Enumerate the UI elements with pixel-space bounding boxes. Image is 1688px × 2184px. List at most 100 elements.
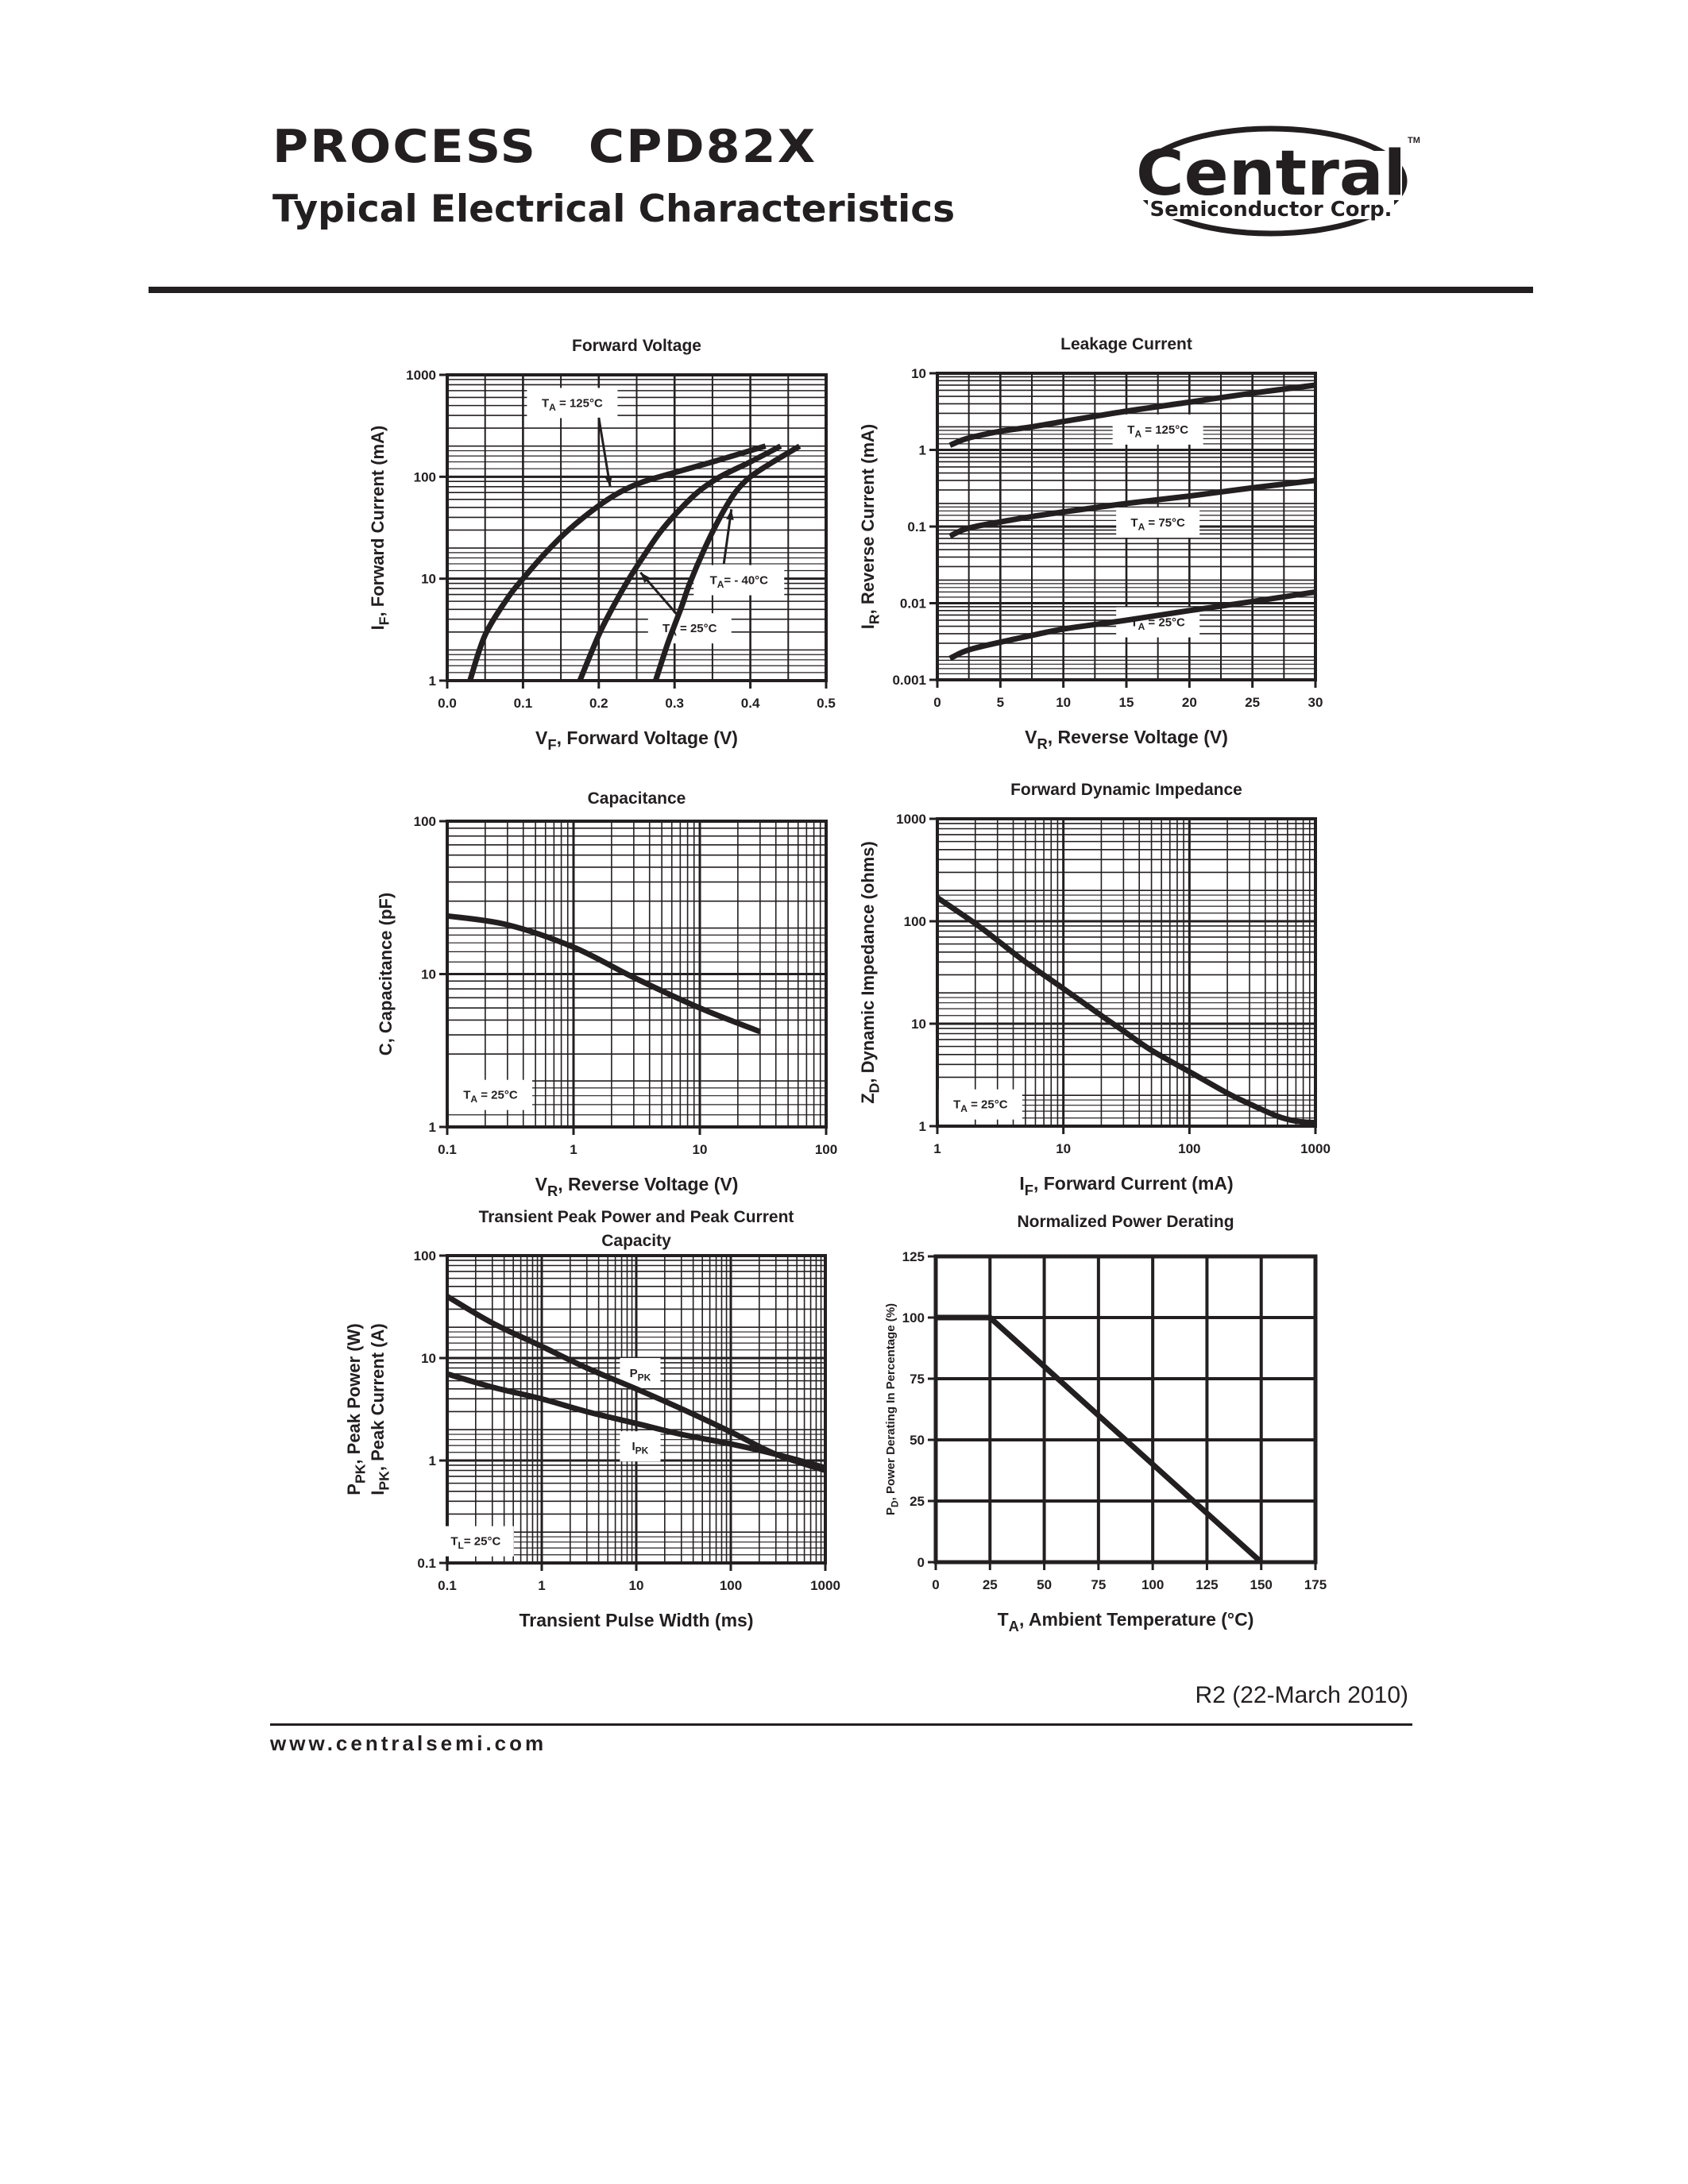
chart-leakage-current: 0 5 10 15 20 25 30 0.001 0.01 0.1 1 10 Leakage Curre…	[858, 335, 1323, 752]
x-tick-label: 0.1	[438, 1578, 457, 1593]
y-tick-label: 1	[919, 443, 926, 458]
x-tick-label: 100	[720, 1578, 742, 1593]
y-tick-label: 1	[919, 1119, 926, 1134]
logo-tm: TM	[1408, 136, 1420, 145]
annotation-label: TL= 25°C	[450, 1535, 500, 1552]
annotation-arrow	[597, 417, 612, 488]
annotation-label: TA = 125°C	[1127, 423, 1188, 440]
process-label: PROCESS	[272, 121, 538, 173]
annotation-bg	[647, 613, 732, 644]
annotation-label: IPK	[632, 1440, 649, 1457]
process-code: CPD82X	[588, 121, 817, 173]
x-tick-label: 25	[983, 1577, 998, 1592]
grid	[936, 819, 1315, 1128]
chart-title: Leakage Current	[1060, 335, 1192, 353]
page-title: PROCESS CPD82X	[272, 121, 817, 173]
chart-title: Forward Voltage	[572, 337, 701, 355]
x-tick-label: 30	[1308, 695, 1323, 710]
plot-frame	[933, 1254, 1318, 1565]
x-tick-label: 0.1	[514, 696, 533, 711]
plot-frame	[446, 373, 828, 682]
x-tick-label: 125	[1196, 1577, 1218, 1592]
chart-transient-peak: 0.1 1 10 100 1000 0.1 1 10 100 Transient Peak Pow…	[344, 1208, 840, 1630]
x-tick-label: 0.1	[438, 1142, 457, 1157]
series-ta-125-c	[467, 443, 767, 682]
y-tick-label: 125	[902, 1249, 925, 1264]
annotation-bg	[448, 1079, 532, 1110]
x-tick-label: 25	[1245, 695, 1260, 710]
series-pd	[936, 1314, 1264, 1565]
y-axis-label: PD, Power Derating In Percentage (%)	[884, 1303, 901, 1515]
y-axis-label: C, Capacitance (pF)	[376, 893, 396, 1055]
annotation-label: TA = 25°C	[1130, 616, 1185, 633]
x-axis-label: TA, Ambient Temperature (°C)	[998, 1609, 1254, 1634]
grid	[446, 1256, 825, 1565]
y-tick-label: 0.01	[900, 596, 926, 612]
annotation-label: TA = 25°C	[953, 1098, 1008, 1115]
website-link[interactable]: www.centralsemi.com	[270, 1731, 547, 1755]
annotation-label: TA= - 40°C	[710, 574, 769, 591]
logo-main-text: Central	[1136, 138, 1406, 210]
y-tick-label: 100	[902, 1310, 925, 1325]
central-logo: Central TM Semiconductor Corp.	[1132, 125, 1420, 237]
y-tick-label: 1000	[896, 812, 926, 827]
chart-title: Normalized Power Derating	[1017, 1213, 1234, 1231]
revision-label: R2 (22-March 2010)	[1195, 1682, 1408, 1708]
x-tick-label: 10	[1056, 1141, 1071, 1156]
annotation-bg	[620, 1431, 661, 1462]
annotation-bg	[938, 1089, 1022, 1120]
logo-sub-text: Semiconductor Corp.	[1150, 198, 1393, 222]
y-axis-label: PPK, Peak Power (W)	[344, 1323, 369, 1495]
y-tick-label: 0.1	[907, 519, 926, 534]
y-tick-label: 75	[910, 1372, 925, 1387]
x-tick-label: 150	[1250, 1577, 1273, 1592]
series-ta-25-c	[936, 895, 1316, 1126]
annotation-bg	[693, 565, 785, 596]
y-axis-label: ZD, Dynamic Impedance (ohms)	[858, 841, 883, 1104]
y-tick-label: 1	[429, 1453, 436, 1468]
arrowhead-icon	[605, 476, 612, 487]
y-tick-label: 10	[421, 967, 436, 982]
y-tick-label: 0.001	[892, 673, 926, 688]
x-axis-label: VR, Reverse Voltage (V)	[1025, 727, 1228, 752]
y-tick-label: 100	[414, 814, 436, 829]
annotation-label: PPK	[630, 1367, 651, 1383]
page-subtitle: Typical Electrical Characteristics	[272, 187, 956, 231]
y-tick-label: 0.1	[417, 1556, 436, 1571]
x-tick-label: 1	[933, 1141, 941, 1156]
footer-divider	[270, 1723, 1412, 1726]
y-tick-label: 10	[421, 1351, 436, 1366]
y-tick-label: 1	[429, 1120, 436, 1135]
grid	[446, 375, 828, 682]
x-tick-label: 0	[932, 1577, 939, 1592]
grid	[934, 1255, 1317, 1564]
x-tick-label: 0.4	[741, 696, 760, 711]
x-tick-label: 15	[1119, 695, 1134, 710]
x-tick-label: 100	[1178, 1141, 1200, 1156]
y-tick-label: 10	[421, 572, 436, 587]
y-tick-label: 100	[414, 469, 436, 484]
x-tick-label: 0.2	[589, 696, 608, 711]
x-tick-label: 0	[933, 695, 941, 710]
x-tick-label: 175	[1304, 1577, 1327, 1592]
series-ta-25-c	[948, 588, 1316, 662]
y-tick-label: 1	[429, 673, 436, 689]
y-tick-label: 25	[910, 1494, 925, 1509]
x-axis-label: VR, Reverse Voltage (V)	[535, 1174, 739, 1199]
annotation-label: TA = 75°C	[1130, 516, 1185, 533]
y-tick-label: 100	[904, 914, 926, 929]
chart-power-derating: 0 25 50 75 100 125 150 175 0 25 50 75 100 125 Normaliz…	[884, 1213, 1327, 1634]
y-tick-label: 1000	[406, 368, 436, 383]
y-tick-label: 10	[911, 1017, 926, 1032]
annotation-bg	[1112, 414, 1203, 445]
x-tick-label: 100	[1141, 1577, 1164, 1592]
series-ta-40-c	[653, 443, 802, 682]
x-tick-label: 1000	[1300, 1141, 1331, 1156]
chart-title: Forward Dynamic Impedance	[1010, 781, 1242, 799]
x-axis-label: Transient Pulse Width (ms)	[519, 1610, 753, 1630]
arrowhead-icon	[640, 572, 651, 583]
x-tick-label: 1	[538, 1578, 545, 1593]
x-tick-label: 10	[693, 1142, 708, 1157]
x-tick-label: 10	[1056, 695, 1071, 710]
